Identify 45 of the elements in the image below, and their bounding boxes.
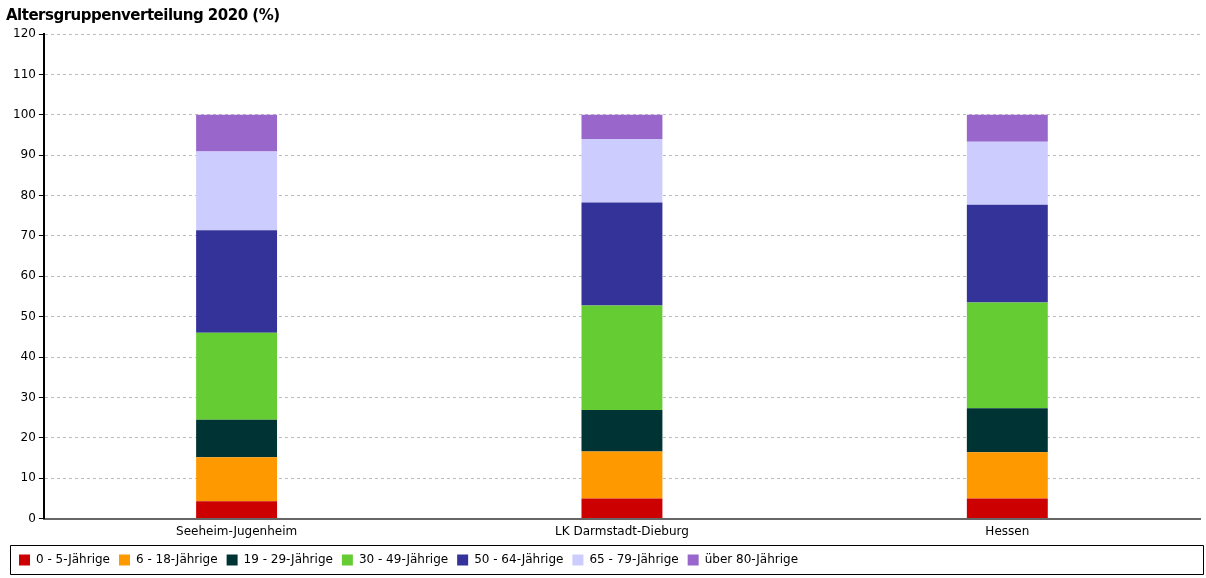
y-tick-label: 50 bbox=[20, 308, 36, 323]
bar bbox=[966, 141, 1048, 205]
bar bbox=[581, 114, 663, 139]
bar bbox=[196, 419, 278, 458]
bar bbox=[196, 151, 278, 231]
legend-label: 0 - 5-Jährige bbox=[36, 552, 110, 567]
bar bbox=[581, 409, 663, 452]
bar bbox=[966, 204, 1048, 303]
bar bbox=[966, 498, 1048, 519]
bar bbox=[581, 498, 663, 519]
bar bbox=[196, 457, 278, 502]
y-tick-label: 20 bbox=[20, 429, 36, 444]
bar bbox=[966, 452, 1048, 499]
bar bbox=[196, 332, 278, 420]
bar bbox=[196, 114, 278, 152]
y-tick-label: 80 bbox=[20, 187, 36, 202]
y-tick-label: 120 bbox=[13, 26, 36, 41]
y-tick-label: 60 bbox=[20, 268, 36, 283]
bar bbox=[966, 408, 1048, 453]
bar bbox=[581, 305, 663, 410]
bar bbox=[966, 114, 1048, 142]
legend-label: über 80-Jährige bbox=[704, 552, 799, 567]
x-tick-label: LK Darmstadt-Dieburg bbox=[555, 523, 689, 538]
legend-label: 30 - 49-Jährige bbox=[358, 552, 449, 567]
chart-title: Altersgruppenverteilung 2020 (%) bbox=[6, 6, 280, 24]
x-tick-label: Seeheim-Jugenheim bbox=[176, 523, 298, 538]
y-tick-label: 110 bbox=[13, 66, 36, 81]
bar bbox=[581, 139, 663, 203]
y-tick-label: 30 bbox=[20, 389, 36, 404]
bar bbox=[196, 230, 278, 333]
y-tick-label: 70 bbox=[20, 228, 36, 243]
x-tick-label: Hessen bbox=[985, 523, 1030, 538]
y-tick-label: 100 bbox=[13, 106, 36, 121]
y-tick-label: 40 bbox=[20, 349, 36, 364]
legend-label: 19 - 29-Jährige bbox=[243, 552, 333, 567]
bar bbox=[581, 451, 663, 499]
y-tick-label: 10 bbox=[20, 470, 36, 485]
bar bbox=[966, 302, 1048, 409]
y-tick-label: 90 bbox=[20, 147, 36, 162]
y-tick-label: 0 bbox=[28, 510, 36, 525]
legend-label: 6 - 18-Jährige bbox=[135, 552, 218, 567]
bar bbox=[581, 202, 663, 306]
legend-label: 50 - 64-Jährige bbox=[474, 552, 564, 567]
legend-label: 65 - 79-Jährige bbox=[589, 552, 679, 567]
bar bbox=[196, 501, 278, 519]
